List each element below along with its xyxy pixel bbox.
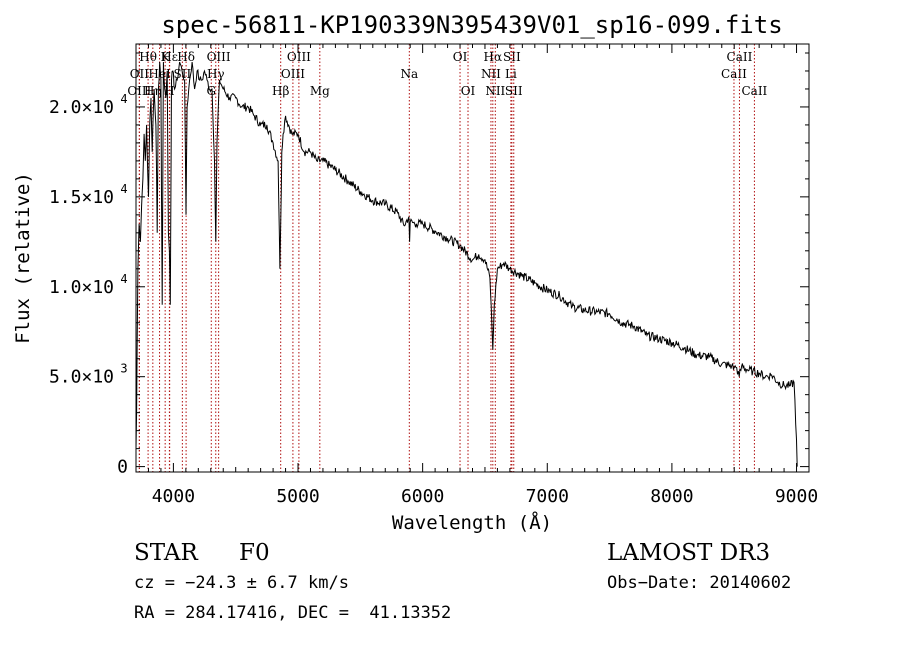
line-label: CaII bbox=[721, 67, 747, 81]
line-label: Hθ bbox=[139, 50, 157, 64]
y-tick-exponent: 4 bbox=[120, 182, 127, 196]
object-subclass: F0 bbox=[239, 540, 270, 566]
line-label: Hδ bbox=[177, 50, 195, 64]
y-tick-exponent: 4 bbox=[120, 272, 127, 286]
spectrum-line bbox=[135, 61, 798, 467]
y-tick-label: 1.5×10 bbox=[49, 187, 114, 208]
x-tick-label: 4000 bbox=[152, 486, 195, 507]
y-axis: 0 5.0×10 3 1.0×10 4 1.5×10 4 2.0×10 4 bbox=[49, 52, 809, 478]
line-label: OI bbox=[453, 50, 468, 64]
x-axis: 4000 5000 6000 7000 8000 9000 bbox=[135, 44, 818, 507]
y-tick-label: 2.0×10 bbox=[49, 97, 114, 118]
y-tick-label: 0 bbox=[117, 457, 128, 478]
x-tick-label: 9000 bbox=[775, 486, 818, 507]
line-label: OIII bbox=[127, 84, 151, 98]
x-tick-label: 6000 bbox=[401, 486, 444, 507]
line-label: Hβ bbox=[272, 84, 289, 98]
plot-frame bbox=[135, 43, 810, 473]
redshift-cz: cz = −24.3 ± 6.7 km/s bbox=[134, 573, 349, 593]
object-class: STAR bbox=[134, 540, 198, 566]
line-label: K bbox=[161, 50, 171, 64]
x-tick-label: 5000 bbox=[276, 486, 319, 507]
line-label: Hε bbox=[161, 50, 178, 64]
line-label: Na bbox=[400, 67, 418, 81]
observation-date: Obs−Date: 20140602 bbox=[607, 573, 792, 593]
line-label: SII bbox=[503, 50, 521, 64]
x-tick-label: 8000 bbox=[650, 486, 693, 507]
line-label: G bbox=[206, 84, 216, 98]
line-label: SII bbox=[505, 84, 523, 98]
chart-title: spec-56811-KP190339N395439V01_sp16-099.f… bbox=[161, 11, 782, 39]
coordinates: RA = 284.17416, DEC = 41.13352 bbox=[134, 603, 452, 623]
line-label: NII bbox=[481, 67, 501, 81]
line-label: OIII bbox=[287, 50, 311, 64]
line-label: OII bbox=[130, 67, 150, 81]
survey-name: LAMOST DR3 bbox=[607, 540, 771, 566]
line-label: CaII bbox=[741, 84, 767, 98]
y-tick-label: 1.0×10 bbox=[49, 277, 114, 298]
y-axis-label: Flux (relative) bbox=[12, 172, 34, 344]
y-tick-exponent: 3 bbox=[120, 362, 127, 376]
line-label: Hη bbox=[144, 84, 162, 98]
line-label: OI bbox=[461, 84, 476, 98]
line-label: Li bbox=[505, 67, 517, 81]
line-label: CaII bbox=[727, 50, 753, 64]
x-tick-label: 7000 bbox=[526, 486, 569, 507]
line-label: Mg bbox=[310, 84, 330, 98]
emission-line-markers: HθOIIHeIOIIIHηKHHεSIIHδGHγOIIIHβOIIIOIII… bbox=[127, 44, 768, 472]
line-label: OIII bbox=[207, 50, 231, 64]
x-axis-label: Wavelength (Å) bbox=[392, 511, 552, 534]
line-label: Hγ bbox=[207, 67, 225, 81]
y-tick-label: 5.0×10 bbox=[49, 367, 114, 388]
y-tick-exponent: 4 bbox=[120, 92, 127, 106]
line-label: NII bbox=[485, 84, 505, 98]
line-label: OIII bbox=[281, 67, 305, 81]
line-label: Hα bbox=[484, 50, 503, 64]
